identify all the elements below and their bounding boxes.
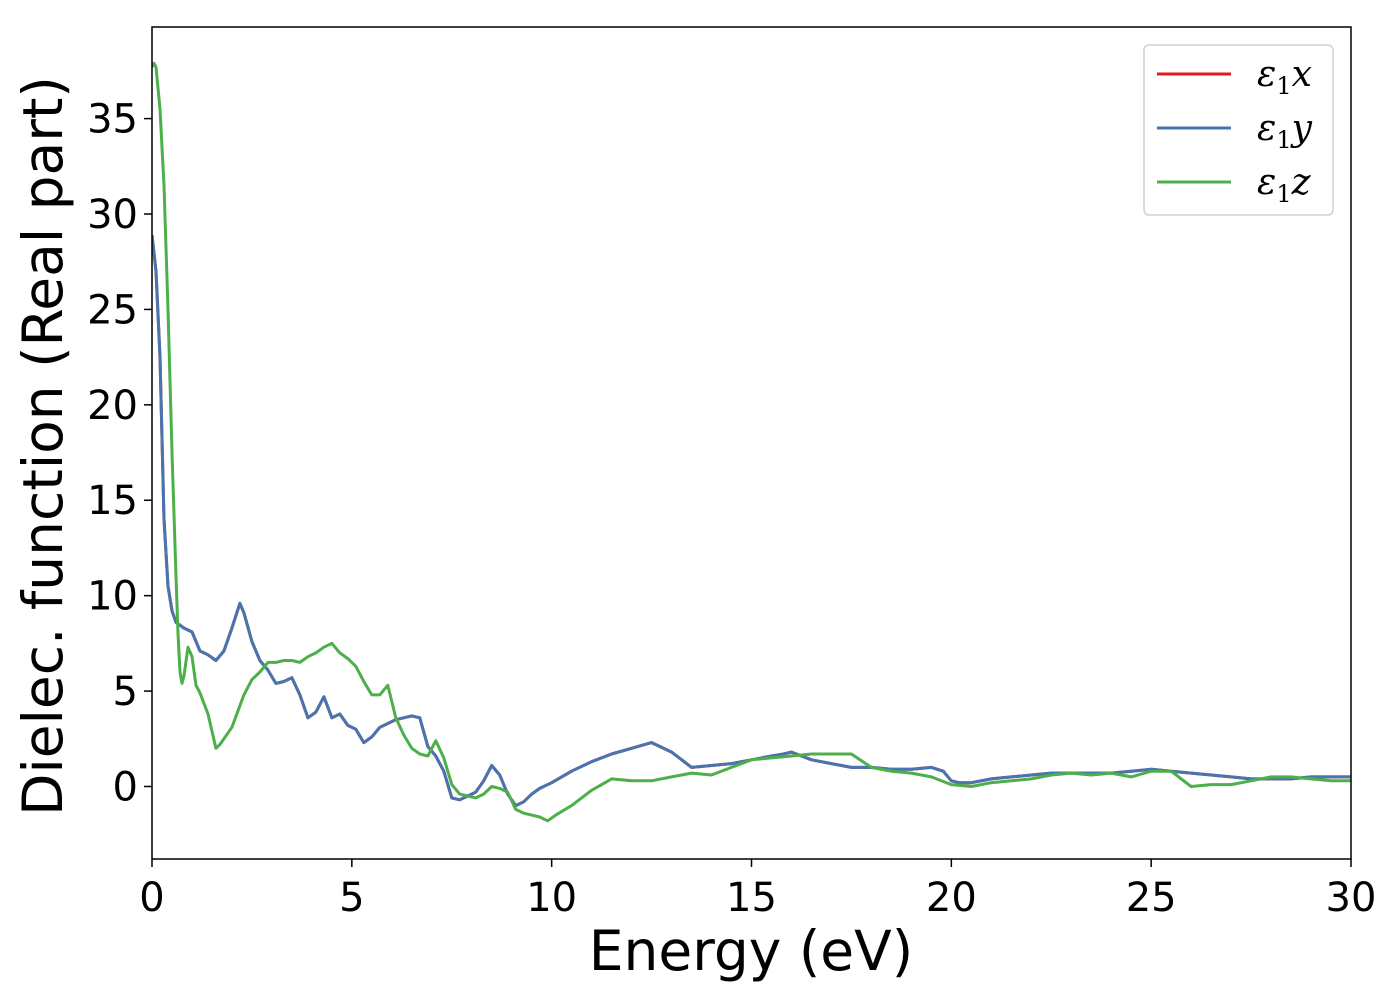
legend-subscript: 1 [1276, 72, 1291, 100]
x-tick-label: 20 [926, 875, 977, 921]
legend-epsilon: ε [1257, 108, 1276, 149]
legend-axis-letter: y [1290, 108, 1313, 149]
x-tick-label: 25 [1126, 875, 1177, 921]
x-tick-label: 15 [726, 875, 777, 921]
legend-axis-letter: z [1291, 162, 1312, 203]
y-tick-label: 5 [113, 669, 138, 715]
legend-subscript: 1 [1276, 180, 1291, 208]
legend-label-y: ε1y [1257, 108, 1313, 154]
legend-subscript: 1 [1276, 126, 1291, 154]
y-axis-title: Dielec. function (Real part) [11, 76, 75, 816]
y-tick-label: 30 [87, 192, 138, 238]
x-tick-label: 5 [339, 875, 364, 921]
legend-epsilon: ε [1257, 54, 1276, 95]
y-tick-label: 20 [87, 383, 138, 429]
x-axis-title: Energy (eV) [589, 919, 913, 983]
x-tick-label: 30 [1326, 875, 1377, 921]
series-line-y [152, 234, 1351, 808]
axes: 0 5 10 15 20 25 30 0 5 10 15 20 25 30 35 [87, 26, 1377, 921]
legend-label-x: ε1x [1257, 54, 1312, 100]
y-tick-label: 10 [87, 574, 138, 620]
series-line-z [152, 61, 1351, 823]
y-tick-label: 0 [113, 764, 138, 810]
y-tick-label: 35 [87, 97, 138, 143]
legend-label-z: ε1z [1257, 162, 1312, 208]
series-line-x [152, 234, 1351, 808]
plot-area [152, 61, 1351, 823]
x-tick-label: 0 [139, 875, 164, 921]
legend-epsilon: ε [1257, 162, 1276, 203]
legend-axis-letter: x [1292, 54, 1312, 95]
x-tick-label: 10 [526, 875, 577, 921]
y-tick-label: 25 [87, 287, 138, 333]
legend-box [1143, 44, 1334, 216]
y-tick-label: 15 [87, 478, 138, 524]
